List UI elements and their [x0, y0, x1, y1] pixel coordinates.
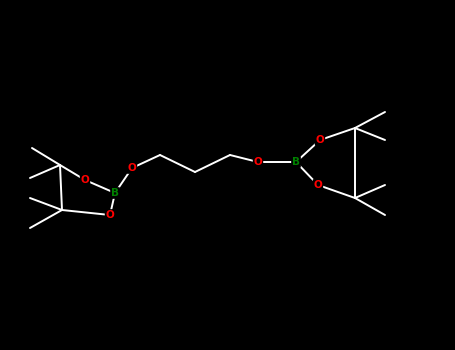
Text: O: O	[253, 157, 263, 167]
Text: O: O	[127, 163, 136, 173]
Text: O: O	[316, 135, 324, 145]
Text: O: O	[81, 175, 89, 185]
Text: O: O	[106, 210, 114, 220]
Text: B: B	[111, 188, 119, 198]
Text: O: O	[313, 180, 323, 190]
Text: B: B	[292, 157, 300, 167]
